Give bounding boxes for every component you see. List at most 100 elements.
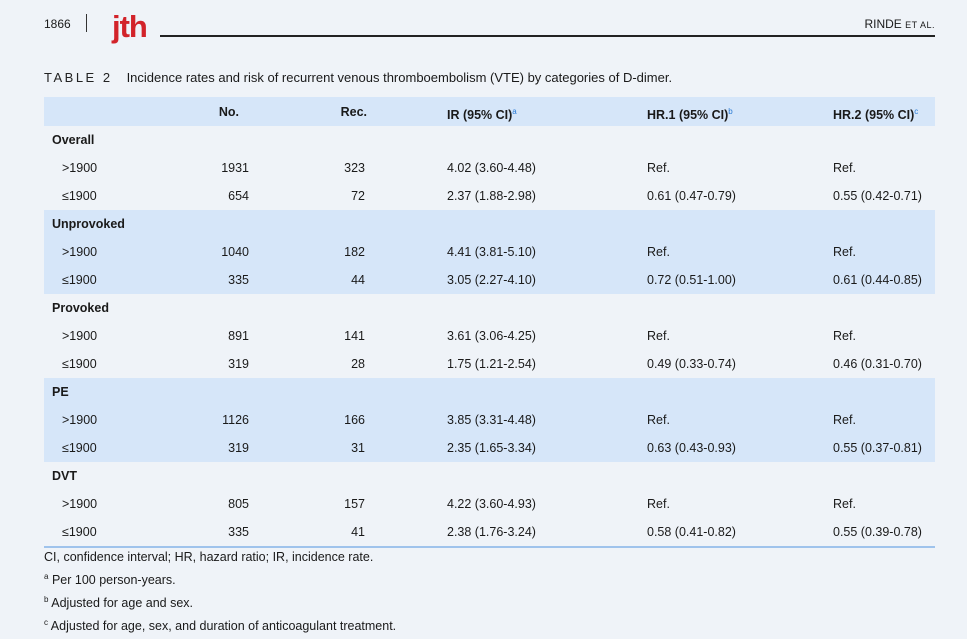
table-cell: Ref. bbox=[647, 329, 670, 343]
table-cell: 0.55 (0.37-0.81) bbox=[833, 441, 922, 455]
table-cell: 0.46 (0.31-0.70) bbox=[833, 357, 922, 371]
table-cell: 805 bbox=[228, 497, 249, 511]
table-cell: 319 bbox=[228, 441, 249, 455]
authors-suffix: ET AL. bbox=[905, 20, 935, 30]
table-cell: 31 bbox=[351, 441, 365, 455]
authors-main: RINDE bbox=[864, 17, 902, 31]
table-bottom-rule bbox=[44, 546, 935, 548]
footnote-b: b Adjusted for age and sex. bbox=[44, 595, 194, 611]
caption-text: Incidence rates and risk of recurrent ve… bbox=[126, 70, 673, 85]
table-row: ≤1900 319 31 2.35 (1.65-3.34) 0.63 (0.43-0.9… bbox=[44, 434, 935, 462]
table-cell: Ref. bbox=[647, 161, 670, 175]
table-cell: 141 bbox=[344, 329, 365, 343]
table-cell: 335 bbox=[228, 525, 249, 539]
table-cell: 182 bbox=[344, 245, 365, 259]
table-cell: ≤1900 bbox=[62, 189, 97, 203]
group-row: Unprovoked bbox=[44, 210, 935, 238]
table-cell: 1.75 (1.21-2.54) bbox=[447, 357, 536, 371]
abbreviations-note: CI, confidence interval; HR, hazard rati… bbox=[44, 550, 374, 564]
table-cell: 0.55 (0.42-0.71) bbox=[833, 189, 922, 203]
table-row: >1900 1040 182 4.41 (3.81-5.10) Ref. Ref. bbox=[44, 238, 935, 266]
group-label: Provoked bbox=[52, 301, 109, 315]
table-cell: 0.61 (0.47-0.79) bbox=[647, 189, 736, 203]
group-row: Overall bbox=[44, 126, 935, 154]
group-row: PE bbox=[44, 378, 935, 406]
table-cell: 3.61 (3.06-4.25) bbox=[447, 329, 536, 343]
table-cell: 0.55 (0.39-0.78) bbox=[833, 525, 922, 539]
table-cell: 72 bbox=[351, 189, 365, 203]
table-row: >1900 805 157 4.22 (3.60-4.93) Ref. Ref. bbox=[44, 490, 935, 518]
table-cell: ≤1900 bbox=[62, 525, 97, 539]
table-row: >1900 891 141 3.61 (3.06-4.25) Ref. Ref. bbox=[44, 322, 935, 350]
page-header: 1866 jth RINDE ET AL. bbox=[44, 8, 935, 44]
table-cell: 891 bbox=[228, 329, 249, 343]
table-cell: 2.38 (1.76-3.24) bbox=[447, 525, 536, 539]
group-label: PE bbox=[52, 385, 69, 399]
header-rule bbox=[160, 35, 935, 37]
group-label: Unprovoked bbox=[52, 217, 125, 231]
table-cell: Ref. bbox=[647, 497, 670, 511]
table-label: TABLE 2 bbox=[44, 70, 113, 85]
table-cell: 319 bbox=[228, 357, 249, 371]
table-cell: 166 bbox=[344, 413, 365, 427]
table-cell: 157 bbox=[344, 497, 365, 511]
table-cell: 654 bbox=[228, 189, 249, 203]
column-header-2: Rec. bbox=[340, 105, 367, 119]
group-label: DVT bbox=[52, 469, 77, 483]
table-cell: 4.02 (3.60-4.48) bbox=[447, 161, 536, 175]
column-header-4: HR.1 (95% CI)b bbox=[647, 107, 733, 123]
table-cell: 4.22 (3.60-4.93) bbox=[447, 497, 536, 511]
table-cell: 0.58 (0.41-0.82) bbox=[647, 525, 736, 539]
table-row: ≤1900 319 28 1.75 (1.21-2.54) 0.49 (0.33-0.7… bbox=[44, 350, 935, 378]
table-cell: Ref. bbox=[833, 413, 856, 427]
table-cell: 0.63 (0.43-0.93) bbox=[647, 441, 736, 455]
table-cell: 44 bbox=[351, 273, 365, 287]
table-cell: Ref. bbox=[833, 245, 856, 259]
table-cell: Ref. bbox=[833, 329, 856, 343]
table-cell: 0.72 (0.51-1.00) bbox=[647, 273, 736, 287]
page-number: 1866 bbox=[44, 17, 71, 31]
table-cell: ≤1900 bbox=[62, 357, 97, 371]
table-row: >1900 1931 323 4.02 (3.60-4.48) Ref. Ref. bbox=[44, 154, 935, 182]
table-cell: 0.61 (0.44-0.85) bbox=[833, 273, 922, 287]
table-cell: 323 bbox=[344, 161, 365, 175]
table-row: >1900 1126 166 3.85 (3.31-4.48) Ref. Ref. bbox=[44, 406, 935, 434]
table-cell: ≤1900 bbox=[62, 441, 97, 455]
table-cell: >1900 bbox=[62, 497, 98, 511]
table-row: ≤1900 335 41 2.38 (1.76-3.24) 0.58 (0.41-0.8… bbox=[44, 518, 935, 546]
table-cell: 2.37 (1.88-2.98) bbox=[447, 189, 536, 203]
footnote-c: c Adjusted for age, sex, and duration of… bbox=[44, 618, 397, 634]
table-cell: 28 bbox=[351, 357, 365, 371]
group-label: Overall bbox=[52, 133, 95, 147]
table-footnotes: CI, confidence interval; HR, hazard rati… bbox=[44, 548, 396, 636]
table-cell: 2.35 (1.65-3.34) bbox=[447, 441, 536, 455]
column-header-5: HR.2 (95% CI)c bbox=[833, 107, 919, 123]
group-row: Provoked bbox=[44, 294, 935, 322]
table-caption: TABLE 2 Incidence rates and risk of recur… bbox=[44, 70, 672, 85]
table-cell: >1900 bbox=[62, 413, 98, 427]
table-row: ≤1900 654 72 2.37 (1.88-2.98) 0.61 (0.47-0.7… bbox=[44, 182, 935, 210]
column-header-1: No. bbox=[218, 105, 239, 119]
table-cell: Ref. bbox=[647, 245, 670, 259]
table-cell: >1900 bbox=[62, 161, 98, 175]
table-cell: Ref. bbox=[833, 497, 856, 511]
table-cell: ≤1900 bbox=[62, 273, 97, 287]
table-cell: 1040 bbox=[221, 245, 249, 259]
running-authors: RINDE ET AL. bbox=[864, 17, 935, 31]
table-cell: 4.41 (3.81-5.10) bbox=[447, 245, 536, 259]
journal-logo: jth bbox=[112, 9, 148, 44]
table-cell: 335 bbox=[228, 273, 249, 287]
table-cell: 0.49 (0.33-0.74) bbox=[647, 357, 736, 371]
table-cell: 1931 bbox=[221, 161, 249, 175]
table-header-row: No. Rec. IR (95% CI)a HR.1 (95% CI)b HR.2 (9… bbox=[44, 97, 935, 126]
table-cell: 1126 bbox=[222, 413, 249, 427]
column-header-3: IR (95% CI)a bbox=[447, 107, 517, 123]
table-cell: 3.05 (2.27-4.10) bbox=[447, 273, 536, 287]
table-cell: 41 bbox=[351, 525, 365, 539]
data-table: No. Rec. IR (95% CI)a HR.1 (95% CI)b HR.2 (9… bbox=[44, 97, 935, 548]
table-cell: >1900 bbox=[62, 245, 98, 259]
group-row: DVT bbox=[44, 462, 935, 490]
table-cell: 3.85 (3.31-4.48) bbox=[447, 413, 536, 427]
header-separator bbox=[86, 14, 87, 32]
